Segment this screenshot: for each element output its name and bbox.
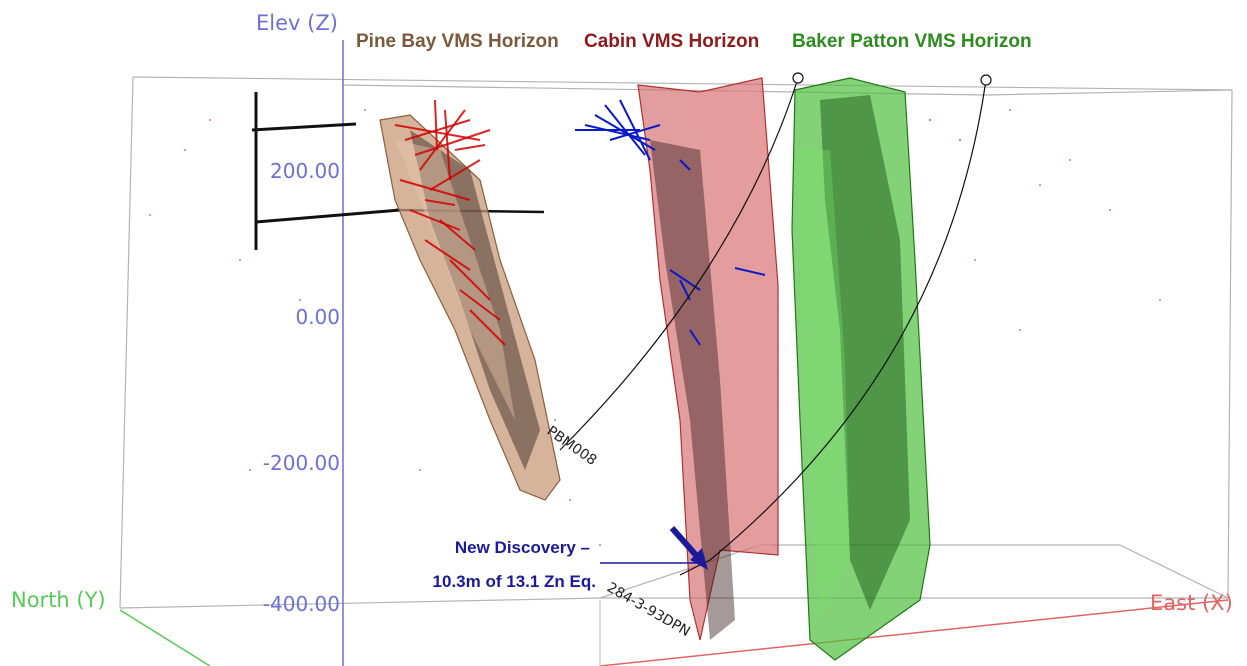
- y-axis-line: [119, 609, 211, 666]
- pine-bay-assays: [394, 99, 506, 346]
- drillhole-label-284-3-93dpn: 284-3-93DPN: [604, 580, 693, 640]
- z-tick-200: 200.00: [270, 159, 340, 183]
- scatter-specks: [149, 109, 1161, 546]
- axes: [119, 40, 1229, 666]
- z-axis-label: Elev (Z): [256, 11, 338, 35]
- x-axis-line: [599, 599, 1229, 666]
- drillhole-traces: [559, 72, 992, 576]
- z-tick-minus-200: -200.00: [263, 451, 340, 475]
- cabin-solid: [637, 77, 779, 641]
- pine-bay-label: Pine Bay VMS Horizon: [356, 31, 559, 52]
- y-axis-label: North (Y): [11, 588, 106, 612]
- discovery-callout-line1: New Discovery –: [455, 538, 590, 557]
- x-axis-label: East (X): [1150, 591, 1233, 615]
- discovery-callout-line2: 10.3m of 13.1 Zn Eq.: [433, 572, 596, 591]
- baker-patton-solid: [791, 77, 931, 661]
- cabin-label: Cabin VMS Horizon: [584, 31, 759, 52]
- baker-patton-label: Baker Patton VMS Horizon: [792, 31, 1032, 52]
- z-tick-0: 0.00: [295, 305, 340, 329]
- pine-bay-solid: [379, 114, 561, 501]
- z-tick-minus-400: -400.00: [263, 592, 340, 616]
- discovery-arrow: [600, 526, 708, 570]
